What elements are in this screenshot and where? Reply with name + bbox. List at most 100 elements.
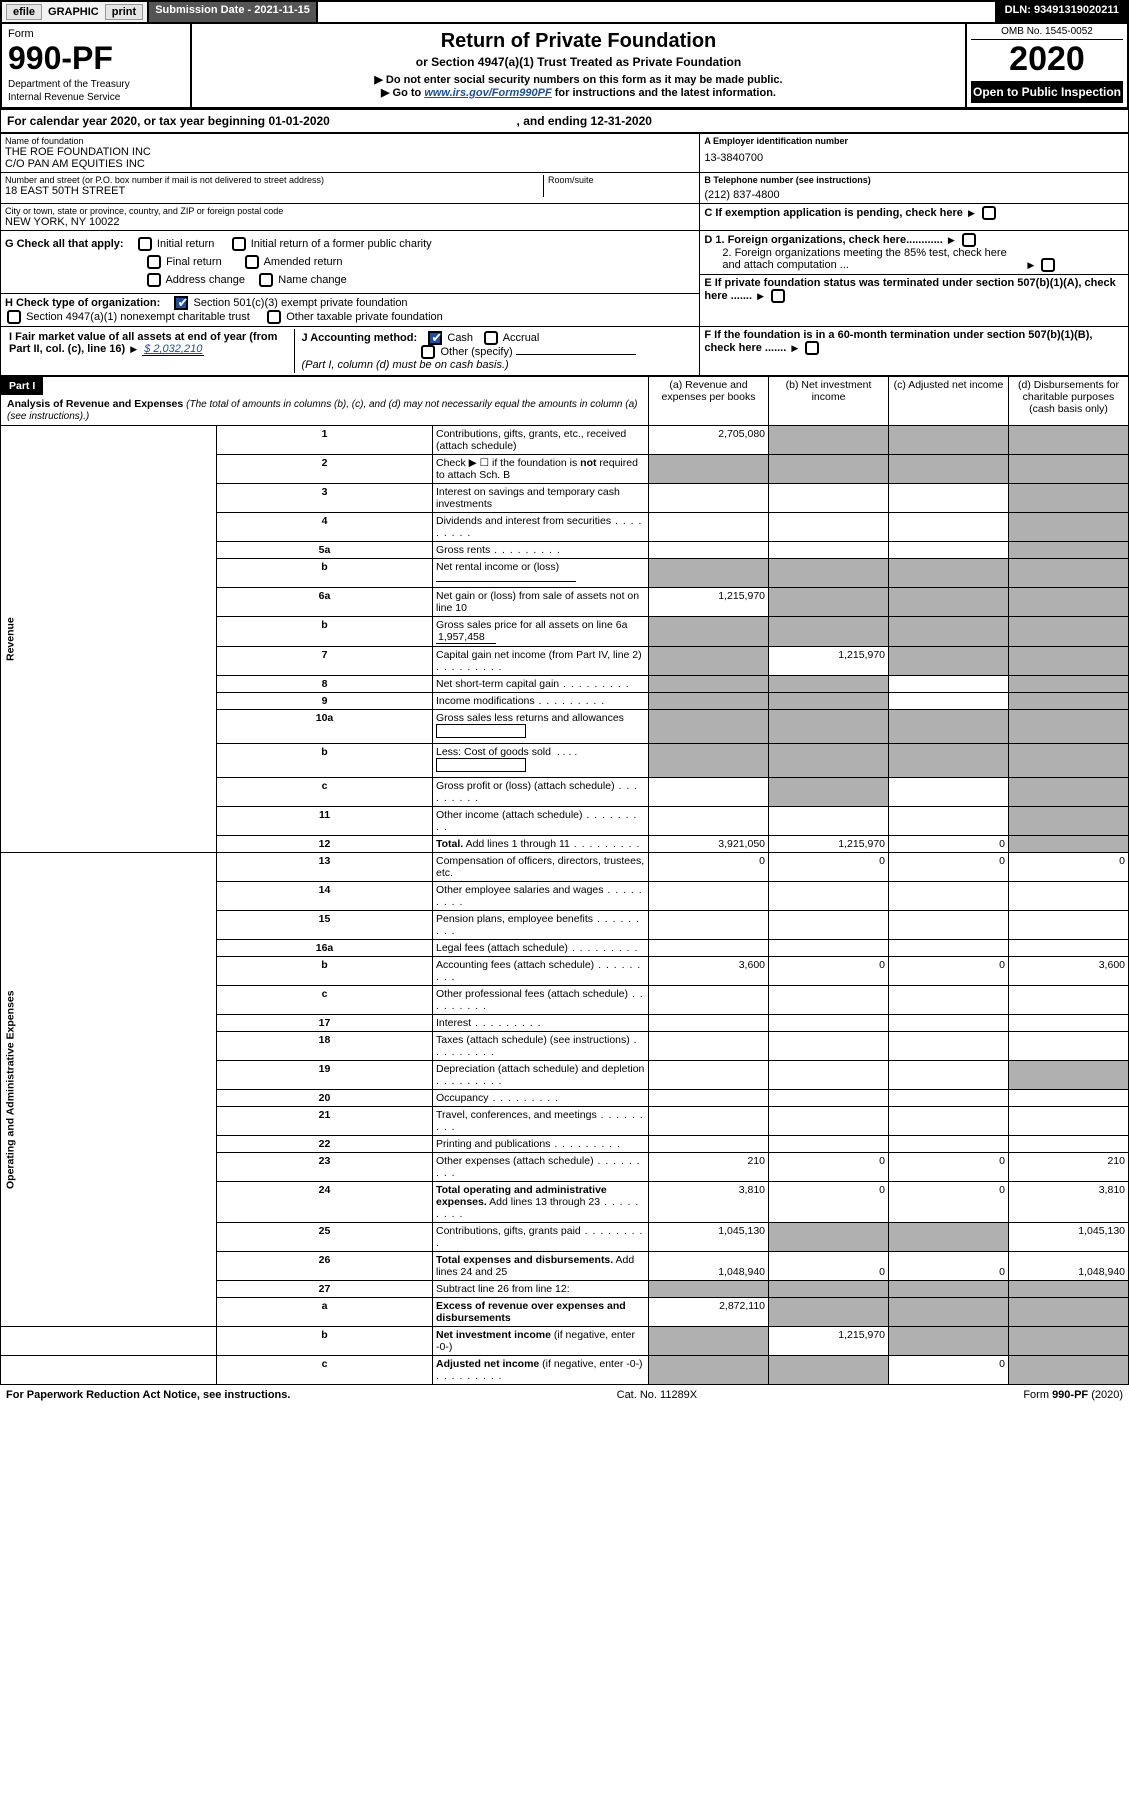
line-13-d: 0 [1009,853,1129,882]
j-other-checkbox[interactable] [421,345,435,359]
line-7-b: 1,215,970 [769,647,889,676]
line-13-b: 0 [769,853,889,882]
footer-left: For Paperwork Reduction Act Notice, see … [6,1389,290,1401]
topbar: efile GRAPHIC print Submission Date - 20… [0,0,1129,22]
identity-table: Name of foundation THE ROE FOUNDATION IN… [0,133,1129,376]
line-27c-desc: Adjusted net income (if negative, enter … [433,1356,649,1385]
line-16b-c: 0 [889,957,1009,986]
g2-checkbox[interactable] [232,237,246,251]
d1-checkbox[interactable] [962,233,976,247]
header-right: OMB No. 1545-0052 2020 Open to Public In… [967,24,1127,107]
line-23-c: 0 [889,1153,1009,1182]
col-b-header: (b) Net investment income [769,377,889,426]
d2-label: 2. Foreign organizations meeting the 85%… [722,247,1022,271]
expenses-section-label: Operating and Administrative Expenses [1,853,217,1327]
e-label: E If private foundation status was termi… [704,277,1115,302]
irs-label: Internal Revenue Service [8,92,184,103]
line-23-d: 210 [1009,1153,1129,1182]
h1-checkbox[interactable] [174,296,188,310]
ein-value: 13-3840700 [704,152,1124,164]
e-checkbox[interactable] [771,289,785,303]
line-22-desc: Printing and publications [433,1136,649,1153]
line-24-b: 0 [769,1182,889,1223]
j-other-label: Other (specify) [441,346,513,358]
j-accrual-checkbox[interactable] [484,331,498,345]
print-button[interactable]: print [105,4,143,20]
line-3-desc: Interest on savings and temporary cash i… [433,484,649,513]
efile-button[interactable]: efile [6,4,42,20]
instr2-post: for instructions and the latest informat… [555,87,776,99]
foundation-name-2: C/O PAN AM EQUITIES INC [5,158,695,170]
room-label: Room/suite [548,175,691,185]
form-word: Form [8,28,184,40]
h3-checkbox[interactable] [267,310,281,324]
tax-year: 2020 [971,40,1123,79]
arrow-icon [757,290,764,302]
j-cash-checkbox[interactable] [428,331,442,345]
line-9-desc: Income modifications [433,693,649,710]
line-25-a: 1,045,130 [649,1223,769,1252]
ein-label: A Employer identification number [704,136,1124,146]
line-17-desc: Interest [433,1015,649,1032]
line-12-desc: Total. Add lines 1 through 11 [433,836,649,853]
line-8-desc: Net short-term capital gain [433,676,649,693]
line-27b-desc: Net investment income (if negative, ente… [433,1327,649,1356]
line-16b-b: 0 [769,957,889,986]
g4-label: Amended return [264,256,343,268]
g6-label: Name change [278,274,347,286]
col-a-header: (a) Revenue and expenses per books [649,377,769,426]
j-accrual-label: Accrual [503,332,540,344]
cal-end: 12-31-2020 [591,114,652,128]
j-cash-label: Cash [447,332,473,344]
name-label: Name of foundation [5,136,695,146]
instruction-1: ▶ Do not enter social security numbers o… [200,73,957,86]
d1-label: D 1. Foreign organizations, check here..… [704,234,942,246]
line-25-d: 1,045,130 [1009,1223,1129,1252]
i-value[interactable]: $ 2,032,210 [142,343,204,356]
revenue-section-label: Revenue [1,426,217,853]
j-other-line [516,354,636,355]
arrow-icon [948,234,955,246]
part1-label: Part I [1,377,43,395]
line-25-desc: Contributions, gifts, grants paid [433,1223,649,1252]
g5-checkbox[interactable] [147,273,161,287]
line-11-desc: Other income (attach schedule) [433,807,649,836]
arrow-icon [130,343,137,355]
address-value: 18 EAST 50TH STREET [5,185,543,197]
f-checkbox[interactable] [805,341,819,355]
phone-label: B Telephone number (see instructions) [704,175,1124,185]
line-12-b: 1,215,970 [769,836,889,853]
line-24-desc: Total operating and administrative expen… [433,1182,649,1223]
line-13-desc: Compensation of officers, directors, tru… [433,853,649,882]
line-5b-desc: Net rental income or (loss) [433,559,649,588]
open-to-public: Open to Public Inspection [971,81,1123,103]
h2-checkbox[interactable] [7,310,21,324]
g1-checkbox[interactable] [138,237,152,251]
g3-checkbox[interactable] [147,255,161,269]
footer-mid: Cat. No. 11289X [617,1389,698,1401]
d2-checkbox[interactable] [1041,258,1055,272]
line-16b-a: 3,600 [649,957,769,986]
g4-checkbox[interactable] [245,255,259,269]
j-label: J Accounting method: [301,332,417,344]
line-16b-desc: Accounting fees (attach schedule) [433,957,649,986]
c-checkbox[interactable] [982,206,996,220]
line-26-c: 0 [889,1252,1009,1281]
line-26-b: 0 [769,1252,889,1281]
instr2-pre: ▶ Go to [381,87,424,99]
g6-checkbox[interactable] [259,273,273,287]
irs-link[interactable]: www.irs.gov/Form990PF [424,87,551,99]
topbar-left: efile GRAPHIC print [2,2,149,22]
line-6a-a: 1,215,970 [649,588,769,617]
omb-number: OMB No. 1545-0052 [971,26,1123,40]
line-7-desc: Capital gain net income (from Part IV, l… [433,647,649,676]
g-label: G Check all that apply: [5,238,124,250]
line-5a-desc: Gross rents [433,542,649,559]
line-1-desc: Contributions, gifts, grants, etc., rece… [433,426,649,455]
dln: DLN: 93491319020211 [997,2,1127,22]
form-header: Form 990-PF Department of the Treasury I… [0,22,1129,110]
arrow-icon [1027,259,1034,271]
line-18-desc: Taxes (attach schedule) (see instruction… [433,1032,649,1061]
line-21-desc: Travel, conferences, and meetings [433,1107,649,1136]
line-16c-desc: Other professional fees (attach schedule… [433,986,649,1015]
